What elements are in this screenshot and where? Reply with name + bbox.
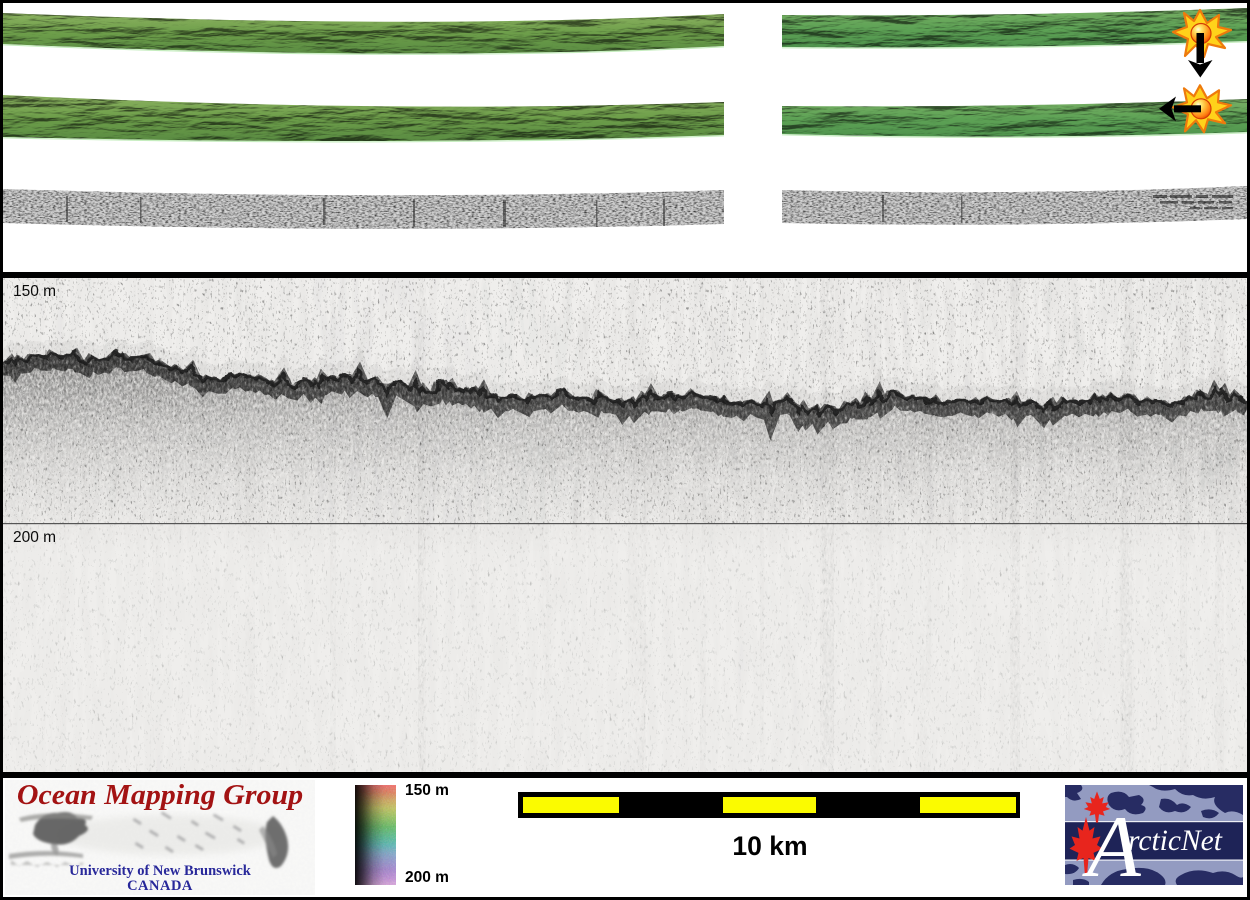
svg-text:rcticNet: rcticNet xyxy=(1128,825,1223,857)
svg-text:A: A xyxy=(1082,799,1142,885)
